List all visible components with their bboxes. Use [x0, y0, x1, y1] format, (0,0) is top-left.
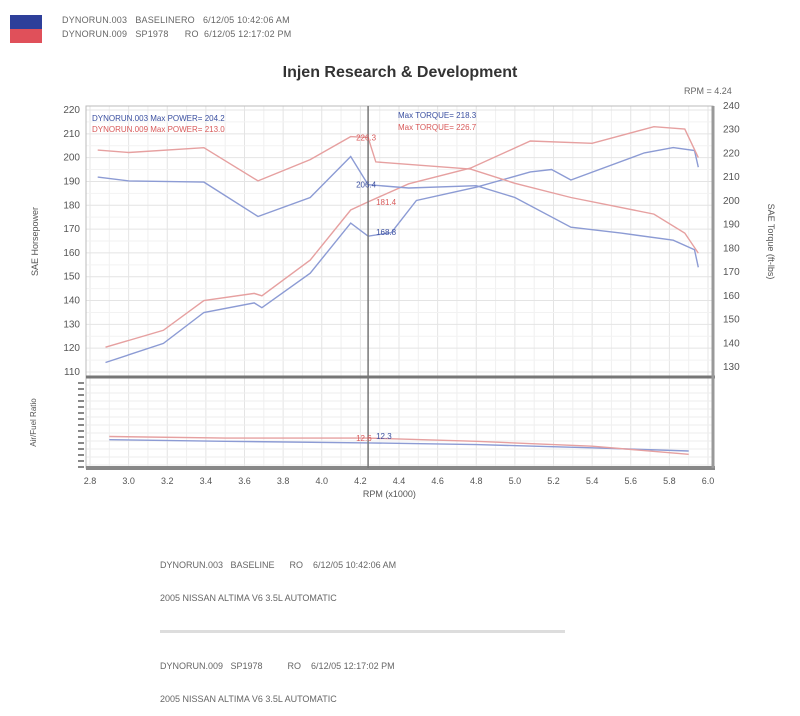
x-tick-label: 5.2 — [547, 476, 560, 486]
note-line: 2005 NISSAN ALTIMA V6 3.5L AUTOMATIC — [160, 593, 337, 603]
legend-entry-hp-009: DYNORUN.009 Max POWER= 213.0 — [92, 125, 225, 134]
x-tick-label: 3.4 — [200, 476, 213, 486]
x-tick-label: 6.0 — [702, 476, 715, 486]
x-tick-label: 4.0 — [315, 476, 328, 486]
torque-tick-label: 200 — [723, 196, 740, 207]
torque-tick-label: 150 — [723, 315, 740, 326]
cursor-value-label: 206.4 — [356, 181, 377, 190]
series-line-afr_009 — [109, 435, 689, 455]
hp-tick-label: 130 — [63, 319, 80, 330]
legend-entry-torque-009: Max TORQUE= 226.7 — [398, 123, 477, 132]
x-tick-label: 3.2 — [161, 476, 174, 486]
run-notes: DYNORUN.003 BASELINE RO 6/12/05 10:42:06… — [160, 538, 565, 716]
chart-title: Injen Research & Development — [282, 64, 518, 81]
x-tick-label: 4.8 — [470, 476, 483, 486]
note-line: DYNORUN.009 SP1978 RO 6/12/05 12:17:02 P… — [160, 661, 395, 671]
torque-tick-label: 210 — [723, 172, 740, 183]
hp-tick-label: 140 — [63, 296, 80, 307]
hp-tick-label: 210 — [63, 129, 80, 140]
series-line-hp_003 — [105, 146, 699, 364]
series-line-torque_009 — [97, 135, 699, 254]
afr-axis-label: Air/Fuel Ratio — [29, 398, 38, 447]
run-009-swatch — [10, 29, 42, 43]
x-tick-label: 5.6 — [624, 476, 637, 486]
note-line: 2005 NISSAN ALTIMA V6 3.5L AUTOMATIC — [160, 694, 337, 704]
legend-entry-torque-003: Max TORQUE= 218.3 — [398, 111, 477, 120]
x-tick-label: 4.6 — [431, 476, 444, 486]
torque-tick-label: 140 — [723, 338, 740, 349]
x-tick-label: 2.8 — [84, 476, 97, 486]
dyno-chart: 2.8 3.0 3.2 3.4 3.6 3.8 4.0 4.2 4.4 4.6 4.8 5.0 5.2 5… — [29, 101, 776, 499]
x-tick-label: 3.6 — [238, 476, 251, 486]
torque-tick-label: 130 — [723, 362, 740, 373]
hp-tick-label: 180 — [63, 200, 80, 211]
x-tick-label: 5.0 — [509, 476, 522, 486]
divider — [160, 630, 565, 633]
x-tick-label: 3.8 — [277, 476, 290, 486]
cursor-value-label: 226.3 — [356, 134, 377, 143]
cursor-value-label: 168.8 — [376, 228, 397, 237]
x-tick-label: 3.0 — [122, 476, 135, 486]
run-009-label: DYNORUN.009 SP1978 RO 6/12/05 12:17:02 P… — [62, 29, 292, 39]
hp-tick-label: 220 — [63, 105, 80, 116]
hp-tick-label: 110 — [64, 367, 80, 378]
note-line: DYNORUN.003 BASELINE RO 6/12/05 10:42:06… — [160, 560, 397, 570]
series-line-hp_009 — [105, 125, 699, 348]
hp-tick-label: 160 — [63, 248, 80, 259]
hp-tick-label: 200 — [63, 153, 80, 164]
hp-axis-label: SAE Horsepower — [30, 207, 40, 276]
torque-tick-label: 190 — [723, 220, 740, 231]
torque-tick-label: 240 — [723, 101, 740, 112]
run-003-label: DYNORUN.003 BASELINERO 6/12/05 10:42:06 … — [62, 15, 290, 25]
series-line-torque_003 — [97, 155, 699, 268]
hp-tick-label: 170 — [63, 224, 80, 235]
cursor-value-label: 12.3 — [376, 432, 392, 441]
hp-tick-label: 190 — [63, 176, 80, 187]
series-line-afr_003 — [109, 439, 689, 452]
legend-entry-hp-003: DYNORUN.003 Max POWER= 204.2 — [92, 114, 225, 123]
cursor-rpm-readout: RPM = 4.24 — [684, 86, 732, 96]
x-tick-label: 5.4 — [586, 476, 599, 486]
torque-tick-label: 160 — [723, 291, 740, 302]
torque-axis-label: SAE Torque (ft-lbs) — [766, 204, 776, 280]
torque-tick-label: 220 — [723, 148, 740, 159]
cursor-value-label: 12.6 — [356, 434, 372, 443]
x-tick-label: 4.4 — [393, 476, 406, 486]
x-tick-label: 5.8 — [663, 476, 676, 486]
cursor-value-label: 181.4 — [376, 198, 397, 207]
hp-tick-label: 120 — [63, 343, 80, 354]
torque-tick-label: 180 — [723, 243, 740, 254]
torque-tick-label: 170 — [723, 267, 740, 278]
x-axis-label: RPM (x1000) — [363, 489, 416, 499]
x-tick-label: 4.2 — [354, 476, 367, 486]
torque-tick-label: 230 — [723, 125, 740, 136]
hp-tick-label: 150 — [63, 272, 80, 283]
run-003-swatch — [10, 15, 42, 29]
